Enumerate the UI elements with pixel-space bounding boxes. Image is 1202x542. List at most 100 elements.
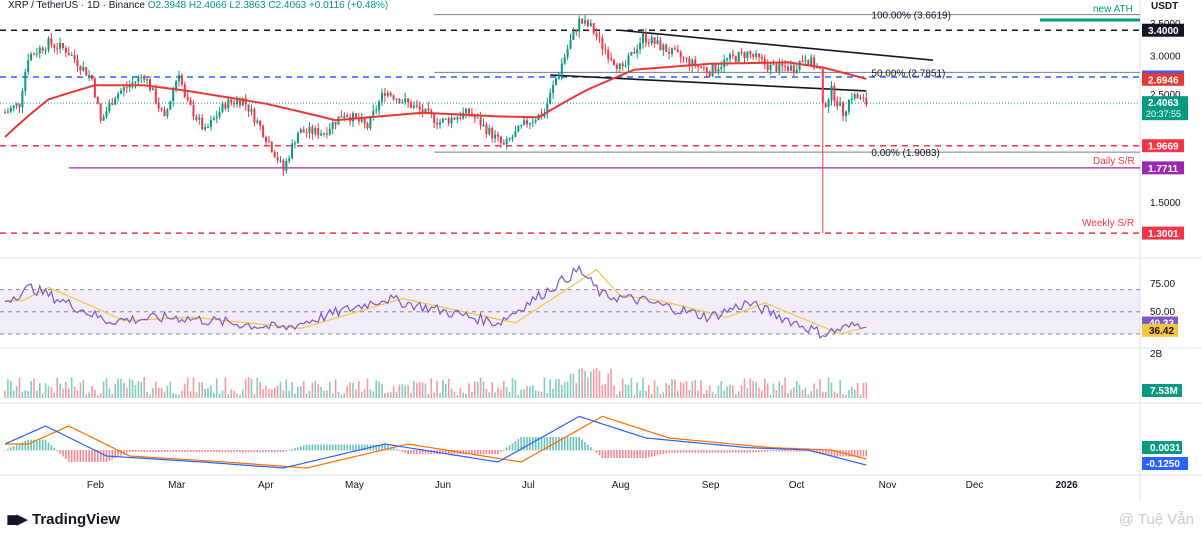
macd-histogram-bar <box>816 450 818 454</box>
macd-histogram-bar <box>561 436 563 451</box>
macd-histogram-bar <box>653 450 656 457</box>
volume-bar <box>360 391 363 398</box>
tradingview-logo-text: TradingView <box>32 510 121 528</box>
candle-body <box>769 64 772 71</box>
macd-histogram-bar <box>859 450 862 457</box>
candle-body <box>366 123 369 129</box>
volume-bar <box>694 380 696 398</box>
macd-histogram-bar <box>532 436 534 451</box>
macd-histogram-bar <box>99 450 102 462</box>
candle-body <box>859 97 862 99</box>
candle-body <box>694 59 697 67</box>
volume-bar <box>813 383 815 398</box>
volume-bar <box>268 388 270 398</box>
candle-body <box>746 51 749 59</box>
volume-bar <box>630 378 633 398</box>
candle-body <box>639 42 642 50</box>
volume-bar <box>572 374 575 398</box>
candle-body <box>720 66 723 69</box>
macd-histogram-bar <box>827 450 830 456</box>
macd-histogram-bar <box>262 450 264 453</box>
macd-histogram-bar <box>650 450 653 457</box>
candle-body <box>708 72 711 77</box>
volume-bar <box>70 377 73 398</box>
price-axis-tick-label: 3.0000 <box>1150 52 1181 63</box>
macd-value-text: 0.0031 <box>1150 443 1181 454</box>
volume-bar <box>508 391 511 398</box>
volume-bar <box>726 386 728 398</box>
candle-body <box>488 127 491 134</box>
candle-body <box>131 82 134 85</box>
volume-bar <box>543 377 546 398</box>
candle-body <box>267 141 270 143</box>
candle-body <box>578 18 581 32</box>
volume-bar <box>816 388 818 398</box>
volume-bar <box>404 385 406 398</box>
volume-bar <box>244 379 247 398</box>
volume-bar <box>192 377 195 398</box>
volume-bar <box>213 392 215 398</box>
price-label-text: 3.4000 <box>1148 26 1179 37</box>
macd-histogram-bar <box>703 450 705 453</box>
candle-body <box>697 66 700 68</box>
volume-bar <box>691 381 694 398</box>
volume-bar <box>769 394 772 398</box>
macd-histogram-bar <box>795 450 798 452</box>
volume-bar <box>256 377 259 398</box>
x-axis-tick-label: 2026 <box>1056 480 1079 491</box>
candle-body <box>352 113 354 122</box>
candle-body <box>476 117 479 119</box>
candle-body <box>520 124 523 126</box>
candle-body <box>436 122 439 125</box>
candle-body <box>85 67 88 76</box>
price-label-tag <box>1142 23 1184 37</box>
candle-body <box>410 102 412 109</box>
volume-bar <box>476 381 479 398</box>
macd-histogram-bar <box>413 450 415 455</box>
macd-histogram-bar <box>610 450 612 459</box>
macd-histogram-bar <box>749 450 752 453</box>
volume-bar <box>111 393 114 398</box>
candle-body <box>784 65 787 67</box>
volume-bar <box>4 390 6 398</box>
candle-body <box>357 117 360 122</box>
volume-bar <box>102 381 105 398</box>
macd-histogram-bar <box>123 450 125 455</box>
candle-body <box>178 75 180 82</box>
volume-bar <box>743 378 746 398</box>
price-label-text: 2.6946 <box>1148 75 1179 86</box>
candle-body <box>430 110 433 114</box>
macd-histogram-bar <box>711 450 714 453</box>
volume-bar <box>236 393 238 398</box>
volume-bar <box>18 377 21 398</box>
macd-histogram-bar <box>273 450 276 453</box>
volume-bar <box>503 380 505 398</box>
macd-histogram-bar <box>848 450 850 457</box>
macd-histogram-bar <box>645 450 647 459</box>
macd-histogram-bar <box>181 450 183 452</box>
volume-bar <box>865 382 868 398</box>
candle-body <box>755 53 758 57</box>
candle-body <box>212 118 215 121</box>
candle-body <box>465 108 468 113</box>
candle-body <box>845 111 847 117</box>
candle-body <box>563 56 566 64</box>
volume-bar <box>619 391 621 398</box>
macd-signal-text: -0.1250 <box>1146 459 1180 470</box>
currency-label: USDT <box>1151 1 1179 12</box>
volume-bar <box>407 385 409 398</box>
candle-body <box>491 127 494 139</box>
x-axis-tick-label: Sep <box>702 480 720 491</box>
macd-histogram-bar <box>865 450 868 457</box>
candle-body <box>630 51 633 56</box>
macd-histogram-bar <box>732 450 734 453</box>
volume-bar <box>764 378 766 398</box>
macd-histogram-bar <box>766 450 769 452</box>
candle-body <box>621 63 624 67</box>
candle-body <box>668 51 671 54</box>
candle-body <box>499 136 502 143</box>
volume-bar <box>511 378 514 398</box>
volume-bar <box>378 381 380 398</box>
macd-histogram-bar <box>479 450 482 455</box>
